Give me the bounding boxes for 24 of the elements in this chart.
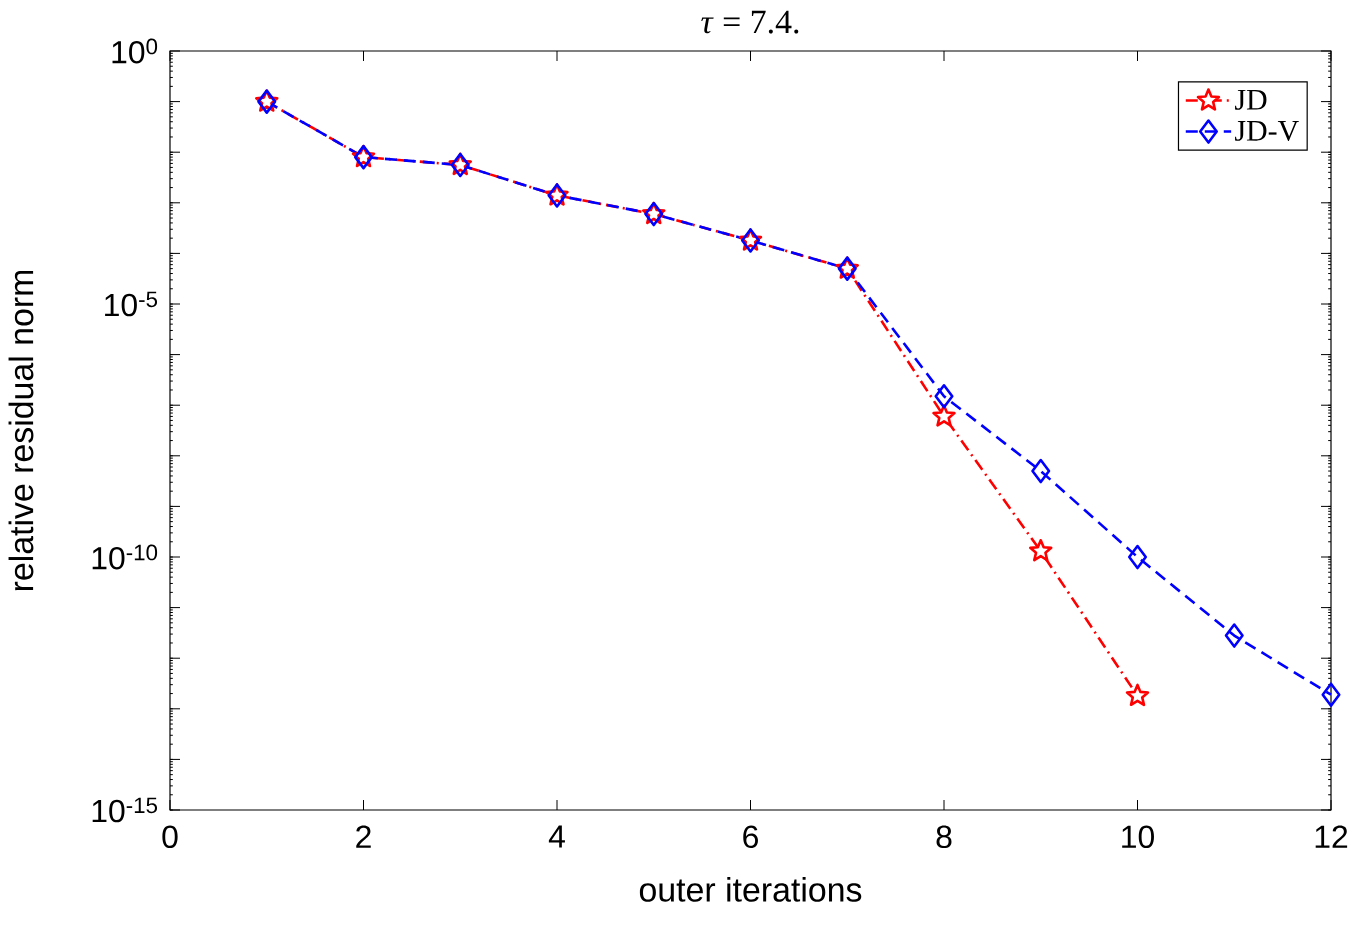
x-tick-label: 12 bbox=[1315, 825, 1348, 848]
legend-label: JD-V bbox=[1235, 120, 1299, 142]
x-tick-label: 4 bbox=[548, 825, 565, 848]
y-tick-label: 10$^{-5}$ bbox=[105, 291, 158, 317]
point bbox=[1127, 544, 1148, 570]
point bbox=[1321, 682, 1341, 707]
point bbox=[1125, 683, 1150, 707]
chart-title: τ = 7.4. bbox=[701, 10, 799, 34]
y-axis-title: relative residual norm bbox=[8, 270, 34, 591]
legend-label: JD bbox=[1235, 89, 1267, 110]
point bbox=[932, 404, 956, 427]
y-tick-label: 10$^{0}$ bbox=[112, 38, 158, 64]
x-tick-label: 0 bbox=[162, 825, 178, 849]
point bbox=[1224, 623, 1244, 648]
y-tick-label: 10$^{-15}$ bbox=[92, 797, 158, 823]
x-tick-label: 10 bbox=[1122, 825, 1154, 849]
y-tick-label: 10$^{-10}$ bbox=[92, 544, 158, 570]
x-tick-label: 2 bbox=[356, 825, 371, 848]
point bbox=[934, 383, 954, 409]
x-tick-label: 8 bbox=[936, 825, 952, 849]
x-tick-label: 6 bbox=[743, 825, 758, 849]
point bbox=[1028, 538, 1053, 562]
x-axis-title: outer iterations bbox=[639, 876, 862, 902]
point bbox=[1031, 458, 1051, 484]
